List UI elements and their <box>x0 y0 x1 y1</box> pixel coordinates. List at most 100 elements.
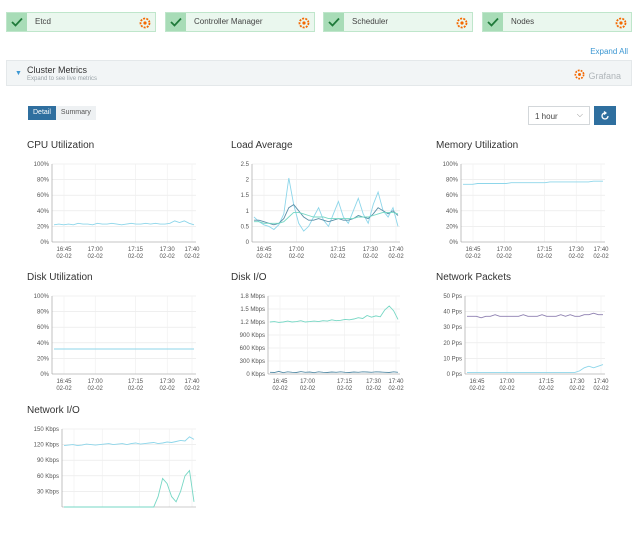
grafana-icon[interactable] <box>139 16 151 34</box>
y-tick-label: 2 <box>246 178 250 184</box>
x-tick-label: 02-02 <box>272 386 288 392</box>
y-tick-label: 120 Kbps <box>34 443 59 449</box>
x-tick-label: 02-02 <box>388 386 404 392</box>
x-tick-label: 17:15 <box>330 247 346 253</box>
x-tick-label: 02-02 <box>499 386 515 392</box>
tab-summary[interactable]: Summary <box>55 106 96 120</box>
y-tick-label: 80% <box>446 178 459 184</box>
y-tick-label: 0 Pps <box>447 372 462 378</box>
y-tick-label: 0% <box>40 240 49 246</box>
y-tick-label: 20 Pps <box>443 341 462 347</box>
y-tick-label: 60% <box>37 193 50 199</box>
grafana-icon[interactable] <box>456 16 468 34</box>
status-card-nodes[interactable]: Nodes <box>482 12 632 32</box>
x-tick-label: 02-02 <box>160 254 176 260</box>
x-tick-label: 17:15 <box>537 247 553 253</box>
x-tick-label: 17:00 <box>497 247 513 253</box>
panel-title-net-io: Network I/O <box>27 405 80 416</box>
panel-title-load: Load Average <box>231 140 293 151</box>
x-tick-label: 02-02 <box>366 386 382 392</box>
chart-disk-util: 0% 20% 40% 60% 80% 100% 16:45 02-02 17:00 02-02 17… <box>22 290 202 400</box>
series-line <box>269 305 399 323</box>
y-tick-label: 0.5 <box>241 224 250 230</box>
y-tick-label: 1.5 <box>241 193 250 199</box>
expand-all-link[interactable]: Expand All <box>590 47 628 56</box>
x-tick-label: 02-02 <box>88 386 104 392</box>
x-tick-label: 17:00 <box>300 379 316 385</box>
chevron-down-icon: ⌵ <box>576 110 583 119</box>
check-icon <box>7 13 27 31</box>
x-tick-label: 02-02 <box>289 254 305 260</box>
x-tick-label: 17:40 <box>593 247 609 253</box>
x-tick-label: 02-02 <box>330 254 346 260</box>
x-tick-label: 02-02 <box>184 254 200 260</box>
y-tick-label: 40% <box>37 341 50 347</box>
y-tick-label: 80% <box>37 310 50 316</box>
caret-down-icon[interactable]: ▼ <box>15 70 22 77</box>
x-tick-label: 17:00 <box>88 379 104 385</box>
y-tick-label: 20% <box>37 224 50 230</box>
y-tick-label: 2.5 <box>241 162 250 168</box>
y-tick-label: 10 Pps <box>443 356 462 362</box>
y-tick-label: 20% <box>37 356 50 362</box>
y-tick-label: 50 Pps <box>443 294 462 300</box>
x-tick-label: 02-02 <box>465 254 481 260</box>
x-tick-label: 17:30 <box>569 247 585 253</box>
series-line <box>463 180 603 185</box>
status-card-label: Etcd <box>35 17 52 26</box>
cluster-metrics-header[interactable]: ▼ Cluster Metrics Expand to see live met… <box>6 60 632 86</box>
status-card-label: Controller Manager <box>194 17 263 26</box>
grafana-link[interactable]: Grafana <box>574 69 621 82</box>
time-range-select[interactable]: 1 hour ⌵ <box>528 106 590 125</box>
y-tick-label: 0 Kbps <box>246 372 265 378</box>
x-tick-label: 17:30 <box>363 247 379 253</box>
y-tick-label: 40% <box>37 209 50 215</box>
y-tick-label: 100% <box>34 294 50 300</box>
y-tick-label: 60% <box>37 325 50 331</box>
status-card-controller-manager[interactable]: Controller Manager <box>165 12 315 32</box>
view-tabs: Detail Summary <box>28 106 96 120</box>
series-line <box>269 370 399 374</box>
chart-svg: 0 Pps 10 Pps 20 Pps 30 Pps 40 Pps 50 Pps 16:45… <box>443 294 609 392</box>
y-tick-label: 1.5 Mbps <box>240 307 265 313</box>
x-tick-label: 02-02 <box>469 386 485 392</box>
y-tick-label: 100% <box>443 162 459 168</box>
grafana-icon[interactable] <box>298 16 310 34</box>
grafana-label: Grafana <box>588 70 621 81</box>
x-tick-label: 17:40 <box>388 247 404 253</box>
chart-net-io: 30 Kbps 60 Kbps 90 Kbps 120 Kbps 150 Kbps <box>22 423 202 533</box>
x-tick-label: 17:30 <box>569 379 585 385</box>
x-tick-label: 17:00 <box>88 247 104 253</box>
y-tick-label: 60% <box>446 193 459 199</box>
y-tick-label: 0% <box>449 240 458 246</box>
y-tick-label: 1.8 Mbps <box>240 294 265 300</box>
x-tick-label: 02-02 <box>256 254 272 260</box>
x-tick-label: 02-02 <box>128 386 144 392</box>
series-line <box>253 177 399 232</box>
chart-svg: 0%20%40%60%80%100%16:4502-0217:0002-0217… <box>34 294 201 392</box>
status-card-scheduler[interactable]: Scheduler <box>323 12 473 32</box>
x-tick-label: 17:15 <box>128 247 144 253</box>
y-tick-label: 40 Pps <box>443 310 462 316</box>
x-tick-label: 02-02 <box>569 386 585 392</box>
x-tick-label: 02-02 <box>128 254 144 260</box>
x-tick-label: 16:45 <box>469 379 485 385</box>
grafana-icon[interactable] <box>615 16 627 34</box>
chart-svg: 00.511.522.516:4502-0217:0002-0217:1502-… <box>241 162 405 260</box>
y-tick-label: 300 Kbps <box>240 359 265 365</box>
x-tick-label: 17:30 <box>160 379 176 385</box>
x-tick-label: 17:15 <box>337 379 353 385</box>
series-line <box>467 364 604 373</box>
x-tick-label: 02-02 <box>593 386 609 392</box>
panel-title-disk-util: Disk Utilization <box>27 272 93 283</box>
x-tick-label: 02-02 <box>593 254 609 260</box>
tab-detail[interactable]: Detail <box>28 106 56 120</box>
refresh-button[interactable] <box>594 106 616 125</box>
y-tick-label: 30 Pps <box>443 325 462 331</box>
x-tick-label: 17:40 <box>388 379 404 385</box>
status-card-etcd[interactable]: Etcd <box>6 12 156 32</box>
chart-svg: 0%20%40%60%80%100%16:4502-0217:0002-0217… <box>34 162 201 260</box>
cluster-metrics-subtitle: Expand to see live metrics <box>27 76 98 82</box>
x-tick-label: 02-02 <box>184 386 200 392</box>
x-tick-label: 17:40 <box>184 247 200 253</box>
